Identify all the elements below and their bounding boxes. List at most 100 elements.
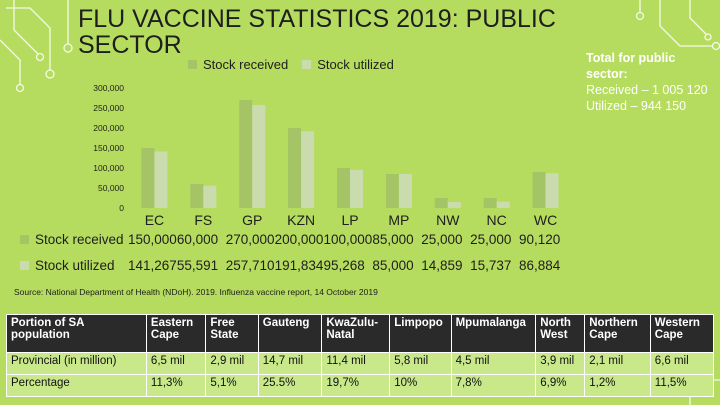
x-tick-label: NW — [436, 212, 460, 228]
table-header-row: Portion of SA population Eastern Cape Free… — [6, 314, 715, 353]
totals-box: Total for public sector: Received – 1 00… — [586, 50, 716, 114]
table-cell: 1,2% — [584, 374, 651, 397]
table-header-cell: Limpopo — [389, 314, 452, 353]
data-cell: 14,859 — [421, 258, 463, 273]
x-tick-label: NC — [487, 212, 507, 228]
data-cell: 200,000 — [274, 232, 324, 247]
table-header-cell: Northern Cape — [584, 314, 651, 353]
source-note: Source: National Department of Health (N… — [14, 287, 378, 297]
bar-utilized — [154, 151, 168, 208]
bar-utilized — [447, 202, 461, 208]
x-tick-label: WC — [534, 212, 557, 228]
bar-chart: 0 50,000 100,000 150,000 200,000 250,000 300,0… — [93, 83, 559, 228]
table-row: Provincial (in million) 6,5 mil 2,9 mil 14,… — [6, 352, 715, 375]
table-cell: 7,8% — [450, 374, 537, 397]
table-cell: 6,9% — [535, 374, 586, 397]
data-cell: 257,710 — [225, 258, 275, 273]
y-tick-label: 50,000 — [98, 183, 124, 193]
table-header-cell: KwaZulu-Natal — [321, 314, 391, 353]
table-cell: 5,1% — [205, 374, 259, 397]
bar-utilized — [545, 173, 559, 208]
bar-received — [434, 198, 448, 208]
table-row: Percentage 11,3% 5,1% 25.5% 19,7% 10% 7,8% 6,9%… — [6, 374, 715, 397]
y-tick-label: 0 — [119, 203, 124, 213]
y-tick-label: 150,000 — [93, 143, 124, 153]
y-tick-label: 250,000 — [93, 103, 124, 113]
bar-received — [239, 100, 253, 208]
table-cell: 10% — [389, 374, 452, 397]
x-tick-label: MP — [388, 212, 409, 228]
bar-utilized — [301, 131, 315, 208]
data-cell: 60,000 — [176, 232, 219, 247]
data-cell: 191,834 — [274, 258, 324, 273]
data-cell: 90,120 — [519, 232, 561, 247]
legend-item-utilized: Stock utilized — [302, 57, 394, 72]
legend-label-utilized: Stock utilized — [317, 57, 394, 72]
table-cell: 2,1 mil — [584, 352, 651, 375]
bar-received — [337, 168, 350, 208]
bar-utilized — [203, 185, 217, 208]
table-cell: 11,3% — [145, 374, 207, 397]
table-header-cell: Mpumalanga — [450, 314, 537, 353]
x-tick-label: KZN — [287, 212, 315, 228]
chart-legend: Stock received Stock utilized — [188, 57, 394, 72]
y-tick-label: 100,000 — [93, 163, 124, 173]
table-header-cell: Eastern Cape — [145, 314, 207, 353]
page-title: FLU VACCINE STATISTICS 2019: PUBLIC SECT… — [78, 5, 556, 59]
bar-received — [385, 174, 399, 208]
x-tick-label: GP — [242, 212, 262, 228]
table-header-cell: Gauteng — [257, 314, 323, 353]
data-cell: 85,000 — [372, 258, 414, 273]
data-cell: 15,737 — [470, 258, 512, 273]
data-row-label-received: Stock received — [35, 232, 124, 247]
table-cell: Percentage — [6, 374, 147, 397]
x-tick-label: EC — [145, 212, 164, 228]
data-row-received: Stock received 150,000 60,000 270,000 200,0… — [20, 232, 568, 247]
data-row-label-utilized: Stock utilized — [35, 258, 115, 273]
table-cell: 3,9 mil — [535, 352, 586, 375]
totals-heading: Total for public sector: — [586, 51, 676, 81]
population-table: Portion of SA population Eastern Cape Free… — [6, 314, 715, 397]
data-cell: 55,591 — [176, 258, 219, 273]
totals-received: Received – 1 005 120 — [586, 83, 708, 97]
table-cell: 4,5 mil — [450, 352, 537, 375]
table-header-cell: Portion of SA population — [6, 314, 147, 353]
data-cell: 100,000 — [323, 232, 373, 247]
table-cell: 2,9 mil — [205, 352, 259, 375]
table-cell: 11,4 mil — [321, 352, 391, 375]
table-cell: 19,7% — [321, 374, 391, 397]
x-tick-label: LP — [341, 212, 358, 228]
data-row-swatch-utilized — [20, 261, 29, 270]
data-cell: 270,000 — [225, 232, 275, 247]
table-cell: 14,7 mil — [257, 352, 323, 375]
bar-utilized — [398, 174, 412, 208]
bar-utilized — [350, 169, 363, 208]
bar-received — [141, 148, 155, 208]
table-cell: 5,8 mil — [389, 352, 452, 375]
x-tick-label: FS — [194, 212, 212, 228]
table-cell: 6,5 mil — [145, 352, 207, 375]
y-tick-label: 200,000 — [93, 123, 124, 133]
table-header-cell: Western Cape — [649, 314, 715, 353]
data-row-swatch-received — [20, 235, 29, 244]
data-row-utilized: Stock utilized 141,267 55,591 257,710 191,8… — [20, 258, 568, 273]
table-header-cell: North West — [535, 314, 586, 353]
data-cell: 95,268 — [323, 258, 365, 273]
table-cell: 6,6 mil — [649, 352, 715, 375]
bar-received — [190, 184, 204, 208]
legend-swatch-received — [188, 60, 197, 69]
bar-received — [532, 171, 546, 208]
y-tick-label: 300,000 — [93, 83, 124, 93]
legend-item-received: Stock received — [188, 57, 288, 72]
data-cell: 150,000 — [128, 232, 177, 247]
table-header-cell: Free State — [205, 314, 259, 353]
data-cell: 141,267 — [128, 258, 177, 273]
totals-utilized: Utilized – 944 150 — [586, 99, 687, 113]
table-cell: 11,5% — [649, 374, 715, 397]
legend-swatch-utilized — [302, 60, 312, 69]
bar-utilized — [496, 201, 510, 208]
legend-label-received: Stock received — [203, 57, 289, 72]
table-cell: Provincial (in million) — [6, 352, 147, 375]
data-cell: 85,000 — [372, 232, 414, 247]
bar-utilized — [252, 104, 266, 208]
